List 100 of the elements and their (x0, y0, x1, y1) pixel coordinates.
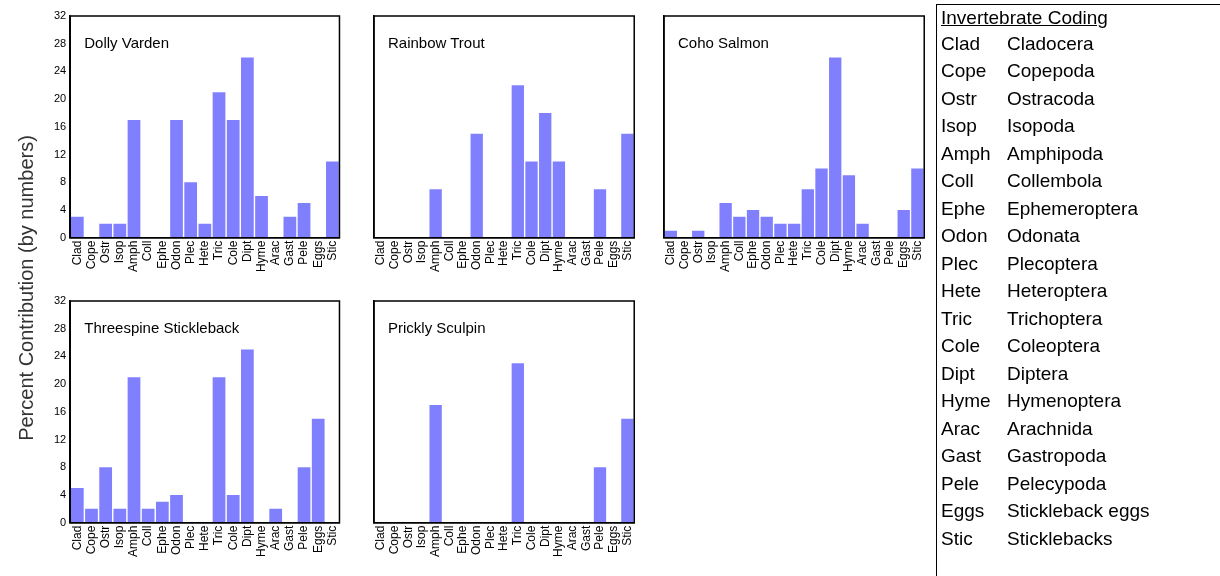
x-tick-label: Ostr (400, 525, 415, 549)
x-tick-label: Coll (731, 240, 746, 262)
x-tick-label: Amph (126, 525, 141, 558)
text: Stic Sticklebacks (941, 527, 1113, 549)
x-tick-label: Ostr (97, 240, 112, 264)
x-tick-label: Pele (296, 240, 311, 265)
x-tick-label: Eggs (896, 240, 911, 269)
text: Dipt Diptera (941, 362, 1069, 384)
x-tick-label: Eggs (310, 240, 325, 269)
x-tick-label: Tric (510, 525, 525, 546)
x-tick-label: Isop (704, 240, 719, 264)
text: Amph Amphipoda (941, 142, 1104, 165)
text: Pele Pelecypoda (941, 472, 1107, 494)
x-tick-label: Cope (83, 525, 98, 555)
y-tick-label: 28 (53, 36, 67, 49)
text: Gast Gastropoda (941, 445, 1107, 467)
x-tick-label: Gast (868, 239, 883, 266)
bar (511, 363, 524, 523)
y-tick-label: 24 (53, 64, 67, 77)
text: Prickly Sculpin (388, 318, 486, 336)
x-tick-label: Isop (414, 240, 429, 264)
x-tick-label: Odon (759, 240, 774, 271)
y-tick-label: 0 (60, 515, 67, 528)
x-tick-label: Coll (140, 240, 155, 262)
text: Coll Collembola (941, 170, 1103, 192)
x-tick-label: Pele (296, 525, 311, 550)
text: Hete Heteroptera (941, 280, 1108, 302)
x-tick-label: Cope (83, 240, 98, 270)
bar (593, 467, 607, 523)
x-tick-label: Arac (564, 525, 579, 551)
x-tick-label: Gast (282, 524, 297, 551)
x-tick-label: Hyme (253, 525, 268, 557)
x-tick-label: Ephe (154, 240, 169, 269)
x-tick-label: Stic (619, 240, 634, 261)
bar (297, 203, 311, 238)
bar (127, 377, 141, 523)
x-tick-label: Coll (140, 525, 155, 547)
x-tick-label: Plec (772, 240, 787, 264)
x-tick-label: Odon (168, 525, 183, 556)
x-tick-label: Odon (469, 240, 484, 271)
x-tick-label: Stic (324, 240, 339, 261)
y-tick-label: 8 (60, 175, 67, 188)
bar (283, 216, 297, 238)
x-tick-label: Coll (441, 240, 456, 262)
x-tick-label: Ephe (745, 240, 760, 269)
x-tick-label: Tric (510, 240, 525, 261)
bar (552, 161, 566, 238)
x-tick-label: Ostr (97, 525, 112, 549)
text: Odon Odonata (941, 225, 1080, 248)
bar (593, 189, 607, 238)
x-tick-label: Amph (427, 525, 442, 558)
text: Tric Trichoptera (941, 307, 1103, 329)
x-tick-label: Clad (69, 240, 84, 266)
x-tick-label: Eggs (606, 525, 621, 554)
text: Hyme Hymenoptera (941, 390, 1122, 413)
x-tick-label: Tric (800, 240, 815, 261)
x-tick-label: Hete (496, 525, 511, 552)
text: Clad Cladocera (941, 32, 1094, 54)
x-tick-label: Isop (112, 525, 127, 549)
x-tick-label: Coll (441, 525, 456, 547)
bar (746, 209, 760, 238)
x-tick-label: Arac (268, 240, 283, 266)
x-tick-label: Dipt (537, 239, 552, 262)
x-tick-label: Clad (373, 525, 388, 551)
text: Cole Coleoptera (941, 335, 1100, 357)
x-tick-label: Clad (663, 240, 678, 266)
x-tick-label: Cole (225, 240, 240, 266)
x-tick-label: Cole (523, 525, 538, 551)
x-tick-label: Hyme (551, 240, 566, 272)
x-tick-label: Hete (197, 240, 212, 267)
x-tick-label: Isop (414, 525, 429, 549)
x-tick-label: Hyme (841, 240, 856, 272)
bar (429, 404, 442, 523)
x-tick-label: Ephe (455, 240, 470, 269)
x-tick-label: Plec (482, 525, 497, 549)
x-tick-label: Clad (373, 240, 388, 266)
x-tick-label: Ephe (455, 525, 470, 554)
text: Plec Plecoptera (941, 252, 1098, 274)
x-tick-label: Ephe (154, 525, 169, 554)
x-tick-label: Cole (225, 525, 240, 551)
x-tick-label: Dipt (239, 524, 254, 547)
text: Rainbow Trout (388, 33, 486, 51)
y-tick-label: 8 (60, 460, 67, 473)
x-tick-label: Cope (386, 525, 401, 555)
x-tick-label: Isop (112, 240, 127, 264)
x-tick-label: Dipt (537, 524, 552, 547)
x-tick-label: Tric (211, 240, 226, 261)
x-tick-label: Pele (592, 525, 607, 550)
x-tick-label: Amph (717, 240, 732, 273)
x-tick-label: Hyme (253, 240, 268, 272)
text: Coho Salmon (678, 33, 769, 51)
bar (311, 418, 325, 523)
x-tick-label: Pele (882, 240, 897, 265)
bar (621, 133, 634, 238)
y-tick-label: 20 (53, 377, 67, 390)
y-tick-label: 12 (53, 147, 67, 160)
y-tick-label: 16 (53, 404, 67, 417)
text: Cope Copepoda (941, 60, 1095, 83)
x-tick-label: Arac (268, 525, 283, 551)
x-tick-label: Odon (168, 240, 183, 271)
